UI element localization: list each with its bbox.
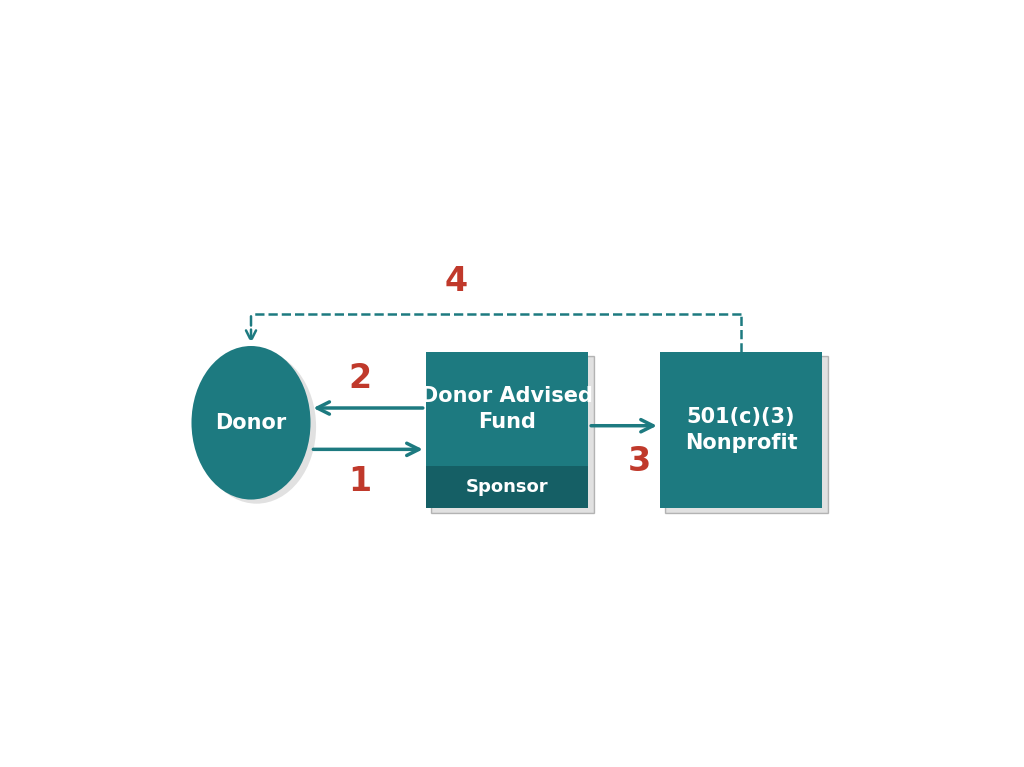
FancyBboxPatch shape [659,352,822,509]
Text: Donor Advised
Fund: Donor Advised Fund [421,386,593,432]
Text: 3: 3 [629,445,651,478]
FancyBboxPatch shape [666,356,828,512]
Text: 4: 4 [444,265,468,298]
Text: 501(c)(3)
Nonprofit: 501(c)(3) Nonprofit [685,407,798,453]
Text: Donor: Donor [215,413,287,433]
FancyBboxPatch shape [426,352,588,466]
Text: 2: 2 [348,362,372,395]
FancyBboxPatch shape [431,356,594,512]
Ellipse shape [197,350,316,504]
Text: 1: 1 [348,466,372,499]
Ellipse shape [191,346,310,499]
Text: Sponsor: Sponsor [466,478,548,496]
FancyBboxPatch shape [426,466,588,509]
